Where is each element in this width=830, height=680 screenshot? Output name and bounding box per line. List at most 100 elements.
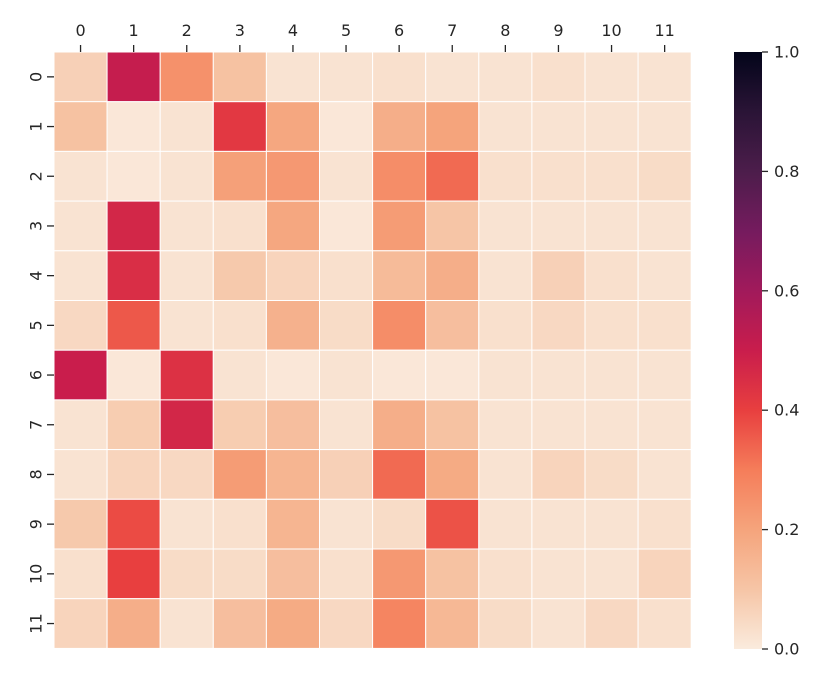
heatmap-cell-r6-c0 (53, 349, 108, 401)
heatmap-cell-r3-c1 (106, 200, 161, 252)
heatmap-cell-r7-c5 (319, 399, 374, 451)
y-tick-label-4: 4 (27, 271, 46, 281)
heatmap-cell-r0-c9 (531, 51, 586, 103)
heatmap-cell-r8-c2 (159, 449, 214, 500)
heatmap-cell-r10-c11 (637, 548, 692, 600)
heatmap-cell-r3-c3 (212, 200, 267, 252)
heatmap-cell-r3-c8 (478, 200, 533, 252)
heatmap-cell-r4-c9 (531, 250, 586, 302)
heatmap-cell-r7-c4 (265, 399, 320, 451)
heatmap-cell-r8-c7 (425, 449, 480, 500)
heatmap-cell-r9-c3 (212, 498, 267, 550)
heatmap-cell-r6-c8 (478, 349, 533, 401)
x-tick-label-6: 6 (394, 21, 404, 40)
heatmap-cell-r8-c10 (584, 449, 639, 500)
heatmap-cell-r1-c2 (159, 101, 214, 152)
heatmap-cell-r5-c6 (372, 300, 427, 351)
heatmap-cell-r1-c1 (106, 101, 161, 152)
heatmap-cell-r11-c1 (106, 598, 161, 649)
heatmap-cell-r1-c8 (478, 101, 533, 152)
x-tick-label-3: 3 (235, 21, 245, 40)
heatmap-cell-r8-c11 (637, 449, 692, 500)
heatmap-cell-r5-c5 (319, 300, 374, 351)
heatmap-cell-r5-c11 (637, 300, 692, 351)
heatmap-cell-r10-c5 (319, 548, 374, 600)
heatmap-cell-r3-c2 (159, 200, 214, 252)
heatmap-cell-r7-c6 (372, 399, 427, 451)
heatmap-cell-r11-c8 (478, 598, 533, 649)
y-tick-label-3: 3 (27, 221, 46, 231)
heatmap-cell-r4-c7 (425, 250, 480, 302)
heatmap-cell-r3-c11 (637, 200, 692, 252)
heatmap-cell-r9-c6 (372, 498, 427, 550)
heatmap-cell-r2-c0 (53, 150, 108, 202)
heatmap-cell-r5-c9 (531, 300, 586, 351)
heatmap-cell-r4-c0 (53, 250, 108, 302)
heatmap-cell-r1-c5 (319, 101, 374, 152)
heatmap-cell-r5-c4 (265, 300, 320, 351)
heatmap-cell-r4-c3 (212, 250, 267, 302)
heatmap-cell-r10-c8 (478, 548, 533, 600)
heatmap-cell-r1-c7 (425, 101, 480, 152)
heatmap-cell-r5-c10 (584, 300, 639, 351)
heatmap-cell-r8-c0 (53, 449, 108, 500)
heatmap-cell-r5-c7 (425, 300, 480, 351)
heatmap-cell-r10-c0 (53, 548, 108, 600)
heatmap-cell-r9-c1 (106, 498, 161, 550)
y-tick-label-9: 9 (27, 519, 46, 529)
heatmap-cell-r8-c5 (319, 449, 374, 500)
heatmap-cell-r11-c2 (159, 598, 214, 649)
heatmap-cell-r10-c7 (425, 548, 480, 600)
heatmap-cell-r2-c8 (478, 150, 533, 202)
heatmap-cell-r0-c7 (425, 51, 480, 103)
y-tick-label-7: 7 (27, 420, 46, 430)
heatmap-cell-r0-c3 (212, 51, 267, 103)
heatmap-cell-r6-c3 (212, 349, 267, 401)
colorbar-tick-label-0: 0.0 (774, 640, 799, 659)
heatmap-cell-r0-c6 (372, 51, 427, 103)
heatmap-cell-r11-c4 (265, 598, 320, 649)
heatmap-cell-r1-c3 (212, 101, 267, 152)
y-tick-label-6: 6 (27, 370, 46, 380)
heatmap-cell-r7-c11 (637, 399, 692, 451)
heatmap-cell-r2-c6 (372, 150, 427, 202)
y-tick-label-5: 5 (27, 320, 46, 330)
y-tick-label-0: 0 (27, 72, 46, 82)
heatmap-cell-r4-c5 (319, 250, 374, 302)
heatmap-cells (53, 51, 692, 649)
heatmap-cell-r11-c6 (372, 598, 427, 649)
heatmap-cell-r3-c6 (372, 200, 427, 252)
heatmap-cell-r0-c5 (319, 51, 374, 103)
x-tick-label-8: 8 (500, 21, 510, 40)
heatmap-cell-r9-c0 (53, 498, 108, 550)
x-tick-label-4: 4 (288, 21, 298, 40)
heatmap-cell-r0-c1 (106, 51, 161, 103)
heatmap-cell-r10-c4 (265, 548, 320, 600)
colorbar-tick-label-5: 1.0 (774, 43, 799, 62)
x-tick-label-11: 11 (654, 21, 674, 40)
heatmap-cell-r9-c10 (584, 498, 639, 550)
heatmap-cell-r3-c10 (584, 200, 639, 252)
x-tick-label-5: 5 (341, 21, 351, 40)
heatmap-cell-r0-c0 (53, 51, 108, 103)
heatmap-cell-r7-c2 (159, 399, 214, 451)
heatmap-cell-r8-c6 (372, 449, 427, 500)
heatmap-cell-r5-c2 (159, 300, 214, 351)
heatmap-cell-r2-c3 (212, 150, 267, 202)
heatmap-cell-r4-c4 (265, 250, 320, 302)
heatmap-cell-r9-c7 (425, 498, 480, 550)
colorbar: 0.0 0.2 0.4 0.6 0.8 1.0 (734, 43, 799, 659)
heatmap-cell-r6-c7 (425, 349, 480, 401)
heatmap-cell-r5-c8 (478, 300, 533, 351)
heatmap-cell-r9-c9 (531, 498, 586, 550)
heatmap-cell-r0-c2 (159, 51, 214, 103)
heatmap-cell-r1-c0 (53, 101, 108, 152)
heatmap-cell-r2-c9 (531, 150, 586, 202)
heatmap-cell-r0-c8 (478, 51, 533, 103)
x-tick-label-7: 7 (447, 21, 457, 40)
heatmap-cell-r9-c5 (319, 498, 374, 550)
colorbar-tick-label-2: 0.4 (774, 401, 799, 420)
heatmap-cell-r10-c1 (106, 548, 161, 600)
x-tick-label-2: 2 (182, 21, 192, 40)
heatmap-cell-r10-c3 (212, 548, 267, 600)
